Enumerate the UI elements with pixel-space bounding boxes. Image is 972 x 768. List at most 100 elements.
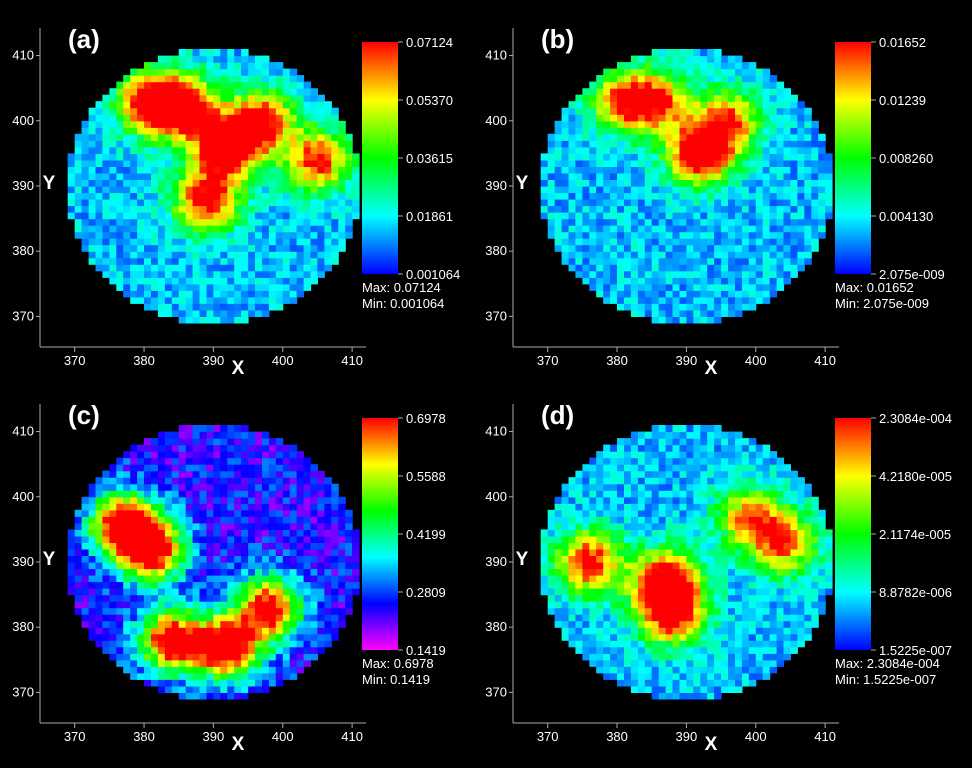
y-tick-label: 370 xyxy=(12,308,34,323)
heatmap-cell xyxy=(707,270,715,278)
heatmap-cell xyxy=(818,172,826,180)
heatmap-cell xyxy=(282,588,291,596)
heatmap-cell xyxy=(338,588,346,596)
heatmap-cell xyxy=(137,101,145,109)
heatmap-cell xyxy=(651,218,660,226)
heatmap-cell xyxy=(790,270,798,278)
heatmap-cell xyxy=(213,107,221,115)
heatmap-cell xyxy=(547,555,556,563)
heatmap-cell xyxy=(255,244,263,252)
heatmap-cell xyxy=(797,101,805,109)
heatmap-cell xyxy=(644,594,653,602)
heatmap-cell xyxy=(707,153,715,161)
heatmap-cell xyxy=(227,575,235,583)
heatmap-cell xyxy=(255,588,263,596)
heatmap-cell xyxy=(220,120,228,128)
heatmap-cell xyxy=(637,627,646,635)
heatmap-cell xyxy=(227,542,235,550)
heatmap-cell xyxy=(199,218,207,226)
heatmap-cell xyxy=(755,264,764,272)
heatmap-cell xyxy=(109,107,117,115)
heatmap-cell xyxy=(651,55,660,63)
heatmap-cell xyxy=(151,140,159,148)
heatmap-cell xyxy=(603,101,611,109)
heatmap-cell xyxy=(192,218,201,226)
heatmap-cell xyxy=(137,659,145,667)
heatmap-cell xyxy=(596,166,604,174)
heatmap-cell xyxy=(144,192,152,200)
heatmap-cell xyxy=(227,627,235,635)
heatmap-cell xyxy=(262,503,270,511)
heatmap-cell xyxy=(248,503,256,511)
heatmap-cell xyxy=(268,133,277,141)
heatmap-cell xyxy=(707,140,715,148)
heatmap-cell xyxy=(804,205,812,213)
heatmap-cell xyxy=(102,555,110,563)
heatmap-cell xyxy=(776,270,785,278)
heatmap-cell xyxy=(116,283,124,291)
heatmap-cell xyxy=(644,451,653,459)
heatmap-cell xyxy=(282,490,291,498)
heatmap-cell xyxy=(164,555,173,563)
heatmap-cell xyxy=(241,464,249,472)
heatmap-cell xyxy=(275,88,284,96)
heatmap-cell xyxy=(234,303,242,311)
heatmap-cell xyxy=(317,620,325,628)
heatmap-cell xyxy=(81,607,90,615)
heatmap-cell xyxy=(185,438,194,446)
heatmap-cell xyxy=(248,303,256,311)
heatmap-cell xyxy=(123,290,131,298)
heatmap-cell xyxy=(192,470,201,478)
heatmap-cell xyxy=(783,140,791,148)
heatmap-cell xyxy=(651,640,660,648)
heatmap-cell xyxy=(213,535,221,543)
heatmap-cell xyxy=(241,627,249,635)
heatmap-cell xyxy=(338,179,346,187)
y-axis-title: Y xyxy=(516,173,529,194)
heatmap-cell xyxy=(637,159,646,167)
heatmap-cell xyxy=(116,94,124,102)
heatmap-cell xyxy=(658,192,667,200)
heatmap-cell xyxy=(630,88,639,96)
heatmap-cell xyxy=(568,594,576,602)
heatmap-cell xyxy=(151,562,159,570)
heatmap-cell xyxy=(296,264,305,272)
heatmap-cell xyxy=(241,685,249,693)
heatmap-cell xyxy=(185,633,194,641)
heatmap-cell xyxy=(262,107,270,115)
heatmap-cell xyxy=(568,166,576,174)
heatmap-cell xyxy=(644,186,653,194)
y-tick-label: 400 xyxy=(12,489,34,504)
heatmap-cell xyxy=(88,186,97,194)
heatmap-cell xyxy=(658,68,667,76)
heatmap-cell xyxy=(199,516,207,524)
heatmap-cell xyxy=(651,283,660,291)
heatmap-cell xyxy=(262,627,270,635)
heatmap-cell xyxy=(317,548,325,556)
heatmap-cell xyxy=(776,140,785,148)
heatmap-cell xyxy=(310,581,318,589)
heatmap-cell xyxy=(741,166,750,174)
heatmap-cell xyxy=(658,685,667,693)
panel-label: (b) xyxy=(541,24,574,54)
heatmap-cell xyxy=(707,231,715,239)
heatmap-cell xyxy=(769,225,778,233)
heatmap-cell xyxy=(234,666,242,674)
heatmap-cell xyxy=(185,283,194,291)
heatmap-cell xyxy=(192,692,201,700)
heatmap-cell xyxy=(296,270,305,278)
heatmap-cell xyxy=(178,172,187,180)
heatmap-cell xyxy=(282,107,291,115)
heatmap-cell xyxy=(130,146,138,154)
heatmap-cell xyxy=(220,496,228,504)
heatmap-cell xyxy=(755,277,764,285)
heatmap-cell xyxy=(582,166,590,174)
heatmap-cell xyxy=(630,68,639,76)
heatmap-cell xyxy=(109,575,117,583)
heatmap-cell xyxy=(658,522,667,530)
y-tick-label: 410 xyxy=(485,48,507,63)
heatmap-cell xyxy=(651,316,660,324)
heatmap-cell xyxy=(130,101,138,109)
heatmap-cell xyxy=(206,192,214,200)
heatmap-cell xyxy=(213,199,221,207)
